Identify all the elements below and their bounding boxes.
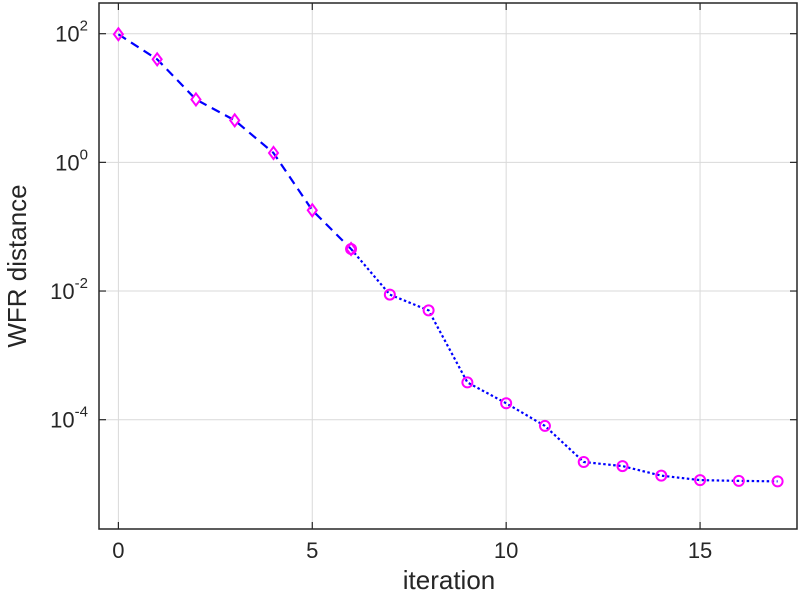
x-tick-label: 5 (306, 538, 318, 563)
data-point-circle (383, 288, 396, 301)
y-tick-base: 10 (55, 150, 79, 175)
data-point-diamond (190, 91, 202, 108)
x-axis-title: iteration (403, 565, 496, 595)
y-tick-exponent: -2 (75, 275, 88, 292)
series-layer (112, 26, 784, 488)
x-tick-label: 15 (688, 538, 712, 563)
series-line-dotted (350, 248, 778, 483)
data-point-circle (771, 475, 784, 488)
data-point-circle (655, 469, 668, 482)
data-point-circle (732, 474, 745, 487)
y-tick-exponent: -4 (75, 404, 88, 421)
y-tick-label: 102 (55, 18, 88, 47)
grid-lines (99, 3, 797, 529)
y-tick-label: 10-4 (50, 404, 88, 433)
series-line-dashed (117, 33, 352, 250)
data-point-diamond (112, 26, 125, 42)
data-point-circle (500, 397, 513, 410)
data-point-circle (577, 456, 590, 469)
data-point-circle (422, 304, 435, 317)
y-tick-base: 10 (55, 22, 79, 47)
data-point-circle (538, 419, 551, 432)
y-tick-base: 10 (50, 408, 74, 433)
data-point-diamond (151, 51, 163, 67)
data-point-diamond (267, 145, 280, 161)
x-tick-label: 10 (494, 538, 518, 563)
y-tick-exponent: 2 (80, 18, 88, 35)
data-point-diamond (306, 202, 319, 218)
data-point-circle (694, 474, 707, 487)
x-tick-label: 0 (112, 538, 124, 563)
y-tick-label: 100 (55, 146, 88, 175)
y-tick-label: 10-2 (50, 275, 88, 304)
y-axis-title: WFR distance (2, 184, 32, 347)
data-point-diamond (228, 112, 241, 129)
tick-marks (99, 3, 797, 529)
y-tick-base: 10 (50, 279, 74, 304)
data-point-circle (616, 460, 629, 473)
y-tick-exponent: 0 (80, 146, 88, 163)
data-point-circle (461, 376, 474, 389)
plot-frame (98, 2, 798, 530)
data-point-circle (345, 243, 358, 256)
